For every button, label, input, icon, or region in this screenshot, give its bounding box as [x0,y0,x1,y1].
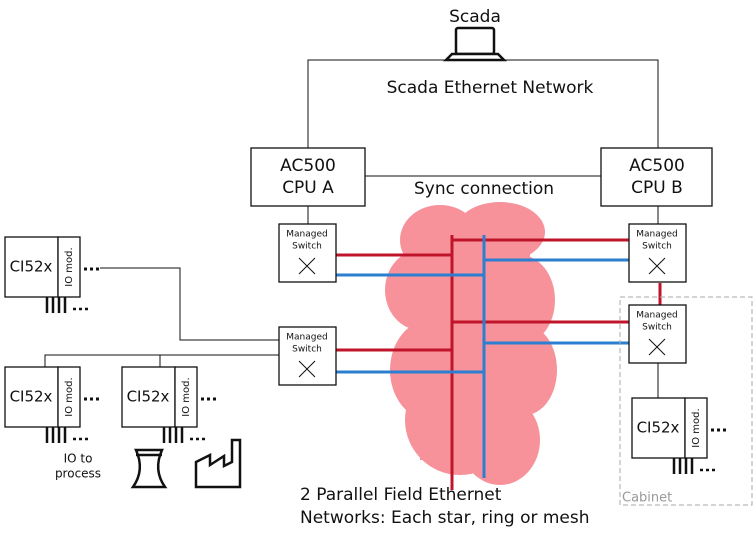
module-box [4,236,59,298]
switch-cross [298,257,316,275]
switch-label: Managed [636,230,677,240]
switch-cross [298,360,316,378]
module-box [121,366,176,428]
io-module-label: IO mod. [64,247,75,286]
io-module-box [174,366,198,428]
switch-box [628,223,687,283]
factory-icon [194,438,242,489]
io-pins [45,297,88,313]
io-note: IO to [64,452,93,466]
module-label: CI52x [637,419,680,437]
cpu-label: CPU B [631,178,683,198]
scada-label: Scada [449,7,501,27]
io-module-label: IO mod. [181,377,192,416]
module-box [4,366,59,428]
cpu-label: CPU A [282,178,334,198]
io-module-box [684,397,708,459]
io-note: process [55,467,101,481]
cpu-box [600,147,713,207]
io-module-box [57,236,81,298]
link [44,354,279,367]
switch-label: Managed [636,311,677,321]
io-pins [672,458,715,474]
blue-network [335,235,629,478]
switch-label: Switch [292,345,322,355]
switch-box [628,304,687,364]
switch-label: Switch [292,242,322,252]
io-pins [45,427,88,443]
switch-cross [648,257,666,275]
switch-label: Managed [286,230,327,240]
switch-box [278,223,337,283]
module-label: CI52x [10,388,53,406]
io-pins [162,427,205,443]
network-label: Scada Ethernet Network [387,78,594,98]
sync-label: Sync connection [414,179,554,199]
switch-label: Managed [286,333,327,343]
scada-network-line [307,59,659,148]
switch-box [278,326,337,386]
module-label: CI52x [10,258,53,276]
switch-label: Switch [642,323,672,333]
io-module-label: IO mod. [691,408,702,447]
red-network [335,235,662,490]
switch-label: Switch [642,242,672,252]
power-plant-icon [130,448,168,489]
cabinet-label: Cabinet [622,491,672,506]
field-network-label: 2 Parallel Field Ethernet [300,485,502,505]
laptop-icon [442,26,508,62]
switch-cross [648,338,666,356]
link [100,267,279,341]
io-module-box [57,366,81,428]
cpu-label: AC500 [629,156,685,176]
module-label: CI52x [127,388,170,406]
cpu-label: AC500 [280,156,336,176]
module-box [631,397,686,459]
io-module-label: IO mod. [64,377,75,416]
cabinet-box [619,296,753,506]
field-network-label: Networks: Each star, ring or mesh [300,508,590,528]
